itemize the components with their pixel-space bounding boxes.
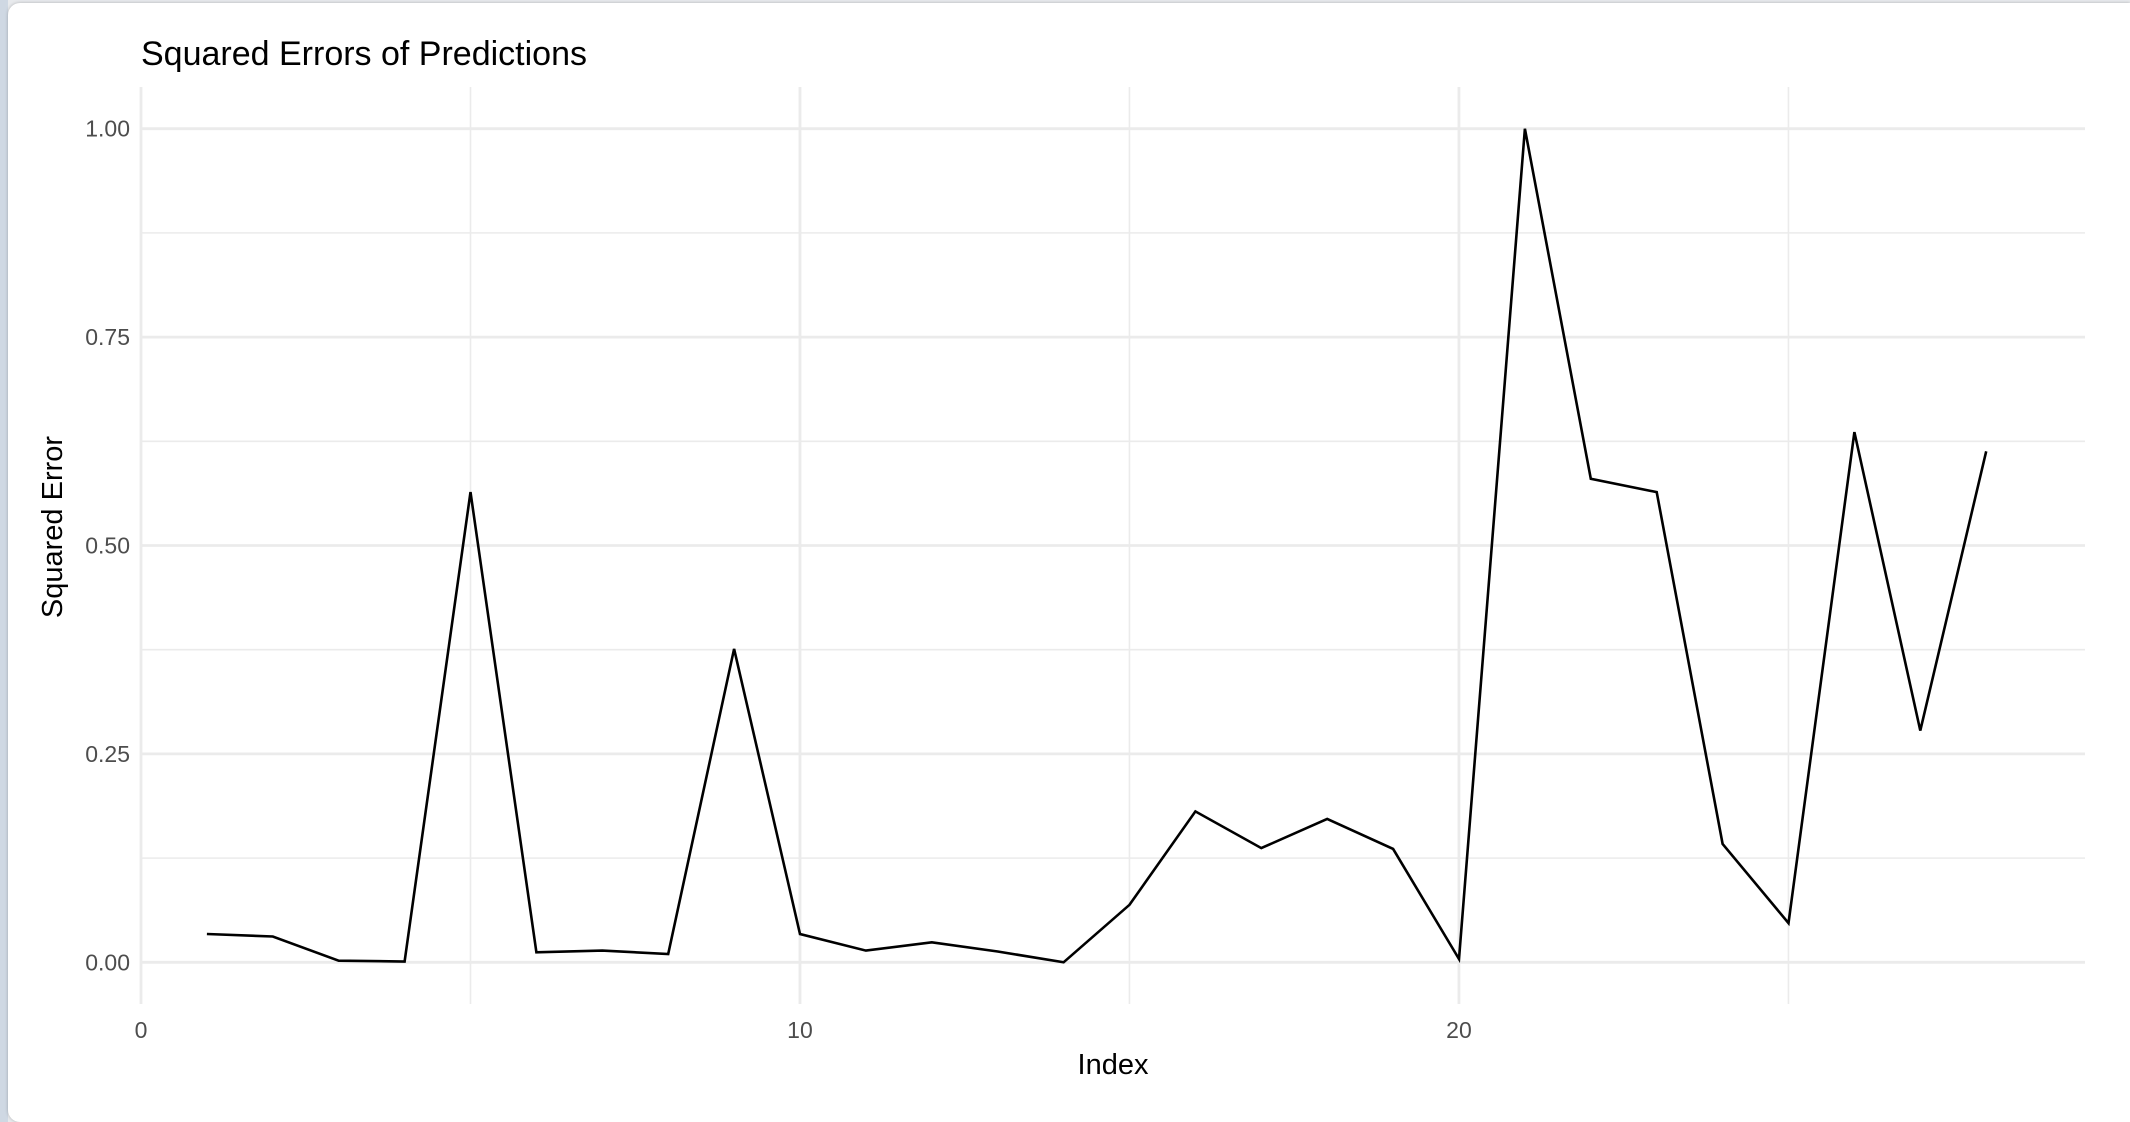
- x-tick-label: 0: [135, 1017, 148, 1043]
- major-gridlines: [139, 87, 2085, 1004]
- line-chart: 0 10 20 0.00 0.25 0.50 0.75 1.00 Squared Error…: [37, 35, 2085, 1081]
- x-axis-tick-labels: 0 10 20: [135, 1017, 1472, 1043]
- y-axis-tick-labels: 0.00 0.25 0.50 0.75 1.00: [85, 116, 130, 976]
- y-axis-label: Squared Error: [37, 436, 69, 618]
- x-tick-label: 10: [787, 1017, 813, 1043]
- series-group: [206, 128, 1988, 964]
- x-axis-label: Index: [1078, 1049, 1149, 1081]
- y-tick-label: 0.50: [85, 533, 130, 559]
- y-tick-label: 0.00: [85, 949, 130, 975]
- series-line: [206, 128, 1988, 964]
- chart-title: Squared Errors of Predictions: [141, 35, 587, 73]
- y-tick-label: 0.25: [85, 741, 130, 767]
- x-tick-label: 20: [1446, 1017, 1472, 1043]
- y-tick-label: 0.75: [85, 324, 130, 350]
- y-tick-label: 1.00: [85, 116, 130, 142]
- plot-window: 0 10 20 0.00 0.25 0.50 0.75 1.00 Squared Error…: [8, 3, 2130, 1122]
- background-window-edge: [0, 0, 8, 1122]
